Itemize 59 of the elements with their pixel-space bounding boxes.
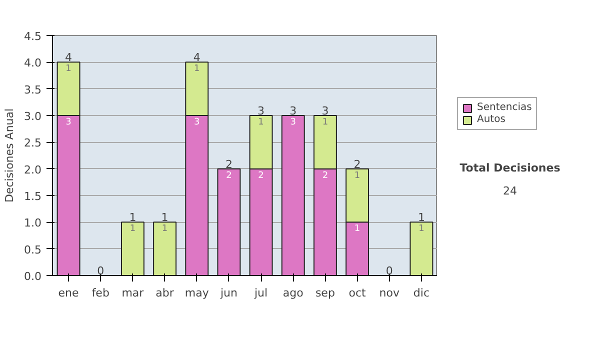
y-tick-label: 1.5 — [24, 190, 42, 203]
x-tick-label: abr — [156, 286, 174, 300]
y-tick-label: 2.5 — [24, 136, 42, 150]
data-label: 1 — [354, 170, 360, 181]
total-label: 4 — [65, 51, 72, 64]
data-label: 1 — [418, 224, 424, 234]
data-label: 3 — [194, 118, 200, 128]
bar — [281, 115, 305, 276]
text: Total Decisiones — [460, 162, 561, 175]
data-label: 1 — [66, 64, 72, 74]
x-tick-label: dic — [413, 286, 430, 300]
total-label: 1 — [161, 211, 168, 224]
bar — [217, 168, 241, 276]
text: 24 — [503, 184, 517, 198]
y-axis-title: Decisiones Anual — [3, 108, 16, 203]
total-label: 4 — [193, 51, 200, 64]
bar — [153, 222, 177, 276]
x-tick-label: jun — [219, 286, 238, 300]
y-tick-label: 0.5 — [24, 243, 42, 256]
total-label: 3 — [258, 104, 265, 118]
x-tick-label: ene — [58, 286, 80, 300]
total-label: 0 — [97, 264, 104, 278]
y-tick-label: 3.0 — [24, 110, 42, 123]
total-label: 3 — [322, 104, 329, 118]
data-label: 1 — [194, 64, 200, 74]
x-tick-label: nov — [379, 286, 400, 300]
legend-label: Sentencias — [477, 102, 532, 113]
bar — [120, 222, 144, 276]
data-label: 3 — [290, 118, 296, 128]
data-label: 2 — [258, 170, 264, 181]
x-tick-label: may — [184, 286, 210, 300]
y-tick-label: 3.5 — [24, 83, 42, 96]
data-label: 1 — [354, 224, 360, 234]
total-label: 3 — [290, 104, 297, 118]
x-tick-label: mar — [122, 286, 144, 300]
data-label: 1 — [162, 224, 168, 234]
total-label: 1 — [129, 211, 136, 224]
y-tick-label: 0.0 — [24, 270, 42, 283]
y-tick-label: 4.0 — [24, 56, 42, 70]
total-label: 2 — [225, 158, 232, 171]
y-tick-label: 1.0 — [24, 216, 42, 230]
y-tick-label: 2.0 — [24, 163, 42, 176]
data-label: 1 — [258, 118, 264, 128]
data-label: 2 — [226, 170, 232, 181]
data-label: 3 — [66, 118, 72, 128]
x-tick-label: feb — [92, 286, 110, 300]
data-label: 1 — [322, 118, 328, 128]
x-tick-label: ago — [282, 286, 304, 300]
x-tick-label: jul — [254, 286, 268, 300]
data-label: 2 — [322, 170, 328, 181]
x-tick-label: sep — [315, 286, 335, 300]
legend-label: Autos — [477, 114, 506, 125]
y-tick-label: 4.5 — [24, 30, 42, 43]
data-label: 1 — [130, 224, 136, 234]
x-tick-label: oct — [348, 286, 367, 300]
total-label: 1 — [418, 211, 425, 224]
total-label: 0 — [386, 264, 393, 278]
total-label: 2 — [354, 158, 361, 171]
bar — [410, 222, 434, 276]
